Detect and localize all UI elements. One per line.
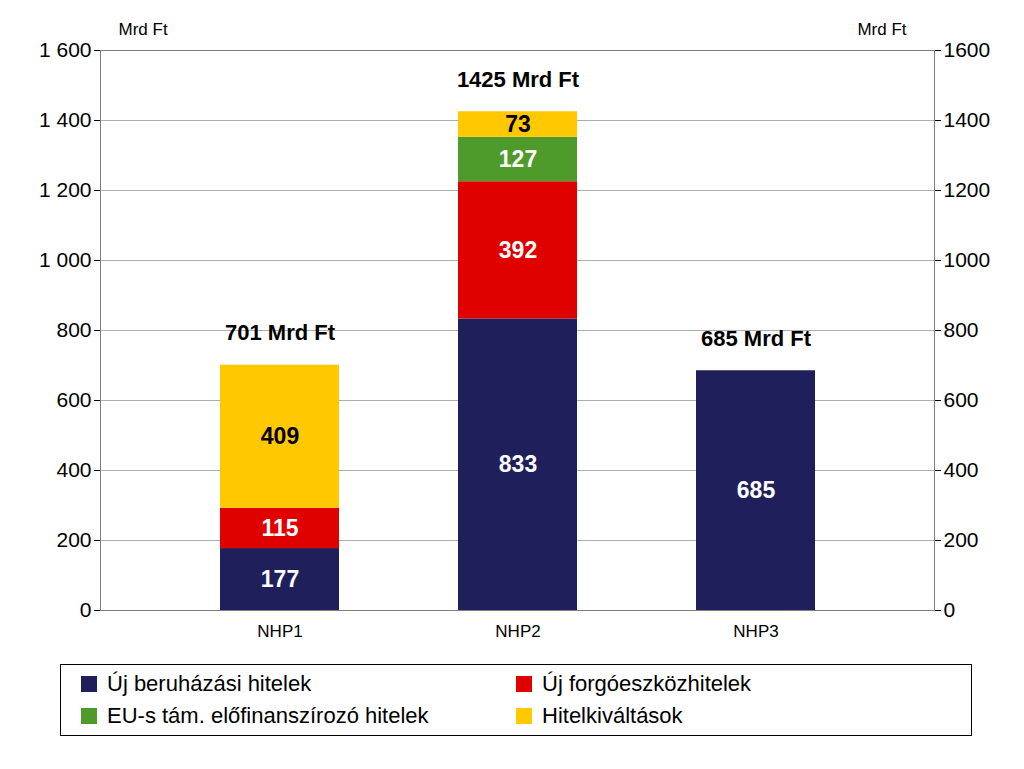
svg-text:1400: 1400	[944, 108, 991, 131]
svg-text:1000: 1000	[944, 248, 991, 271]
svg-text:177: 177	[261, 566, 299, 592]
svg-text:600: 600	[944, 388, 979, 411]
svg-text:Mrd Ft: Mrd Ft	[119, 20, 168, 39]
svg-text:127: 127	[499, 146, 537, 172]
svg-text:1 600: 1 600	[39, 38, 92, 61]
html-text:Új forgóeszközhitelek: Új forgóeszközhitelek	[542, 671, 752, 696]
svg-text:1200: 1200	[944, 178, 991, 201]
svg-text:1 000: 1 000	[39, 248, 92, 271]
html-text:EU-s tám. előfinanszírozó hite: EU-s tám. előfinanszírozó hitelek	[107, 703, 429, 728]
svg-text:NHP1: NHP1	[257, 622, 302, 641]
svg-text:0: 0	[80, 598, 92, 621]
svg-text:200: 200	[56, 528, 91, 551]
svg-text:701 Mrd Ft: 701 Mrd Ft	[225, 320, 336, 345]
svg-text:1425 Mrd Ft: 1425 Mrd Ft	[457, 67, 580, 92]
svg-text:Mrd Ft: Mrd Ft	[857, 20, 906, 39]
svg-text:73: 73	[505, 111, 531, 137]
svg-text:800: 800	[944, 318, 979, 341]
svg-text:685 Mrd Ft: 685 Mrd Ft	[701, 326, 812, 351]
svg-text:200: 200	[944, 528, 979, 551]
svg-text:392: 392	[499, 237, 537, 263]
svg-text:1 400: 1 400	[39, 108, 92, 131]
svg-text:685: 685	[737, 477, 776, 503]
svg-text:409: 409	[261, 423, 299, 449]
svg-text:115: 115	[261, 515, 298, 541]
svg-text:400: 400	[944, 458, 979, 481]
svg-text:1 200: 1 200	[39, 178, 92, 201]
html-text:Új beruházási hitelek: Új beruházási hitelek	[107, 671, 312, 696]
svg-text:833: 833	[499, 451, 537, 477]
html-text:Hitelkiváltások: Hitelkiváltások	[542, 703, 683, 728]
svg-text:600: 600	[56, 388, 91, 411]
svg-text:1600: 1600	[944, 38, 991, 61]
svg-text:NHP2: NHP2	[495, 622, 540, 641]
svg-text:800: 800	[56, 318, 91, 341]
svg-text:NHP3: NHP3	[733, 622, 778, 641]
svg-text:0: 0	[944, 598, 956, 621]
svg-text:400: 400	[56, 458, 91, 481]
